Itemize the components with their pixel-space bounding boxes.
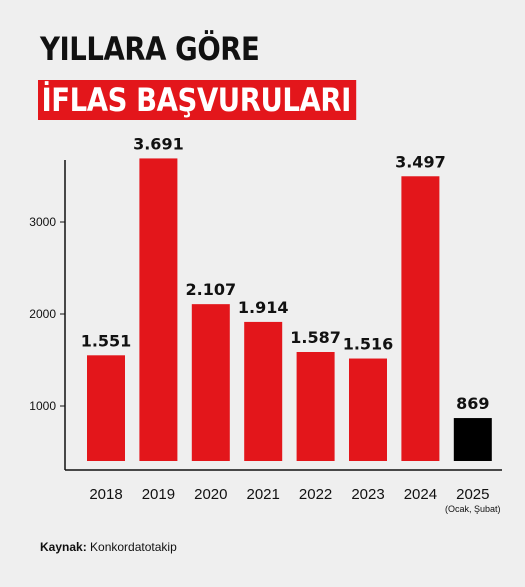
- x-tick-note: (Ocak, Şubat): [445, 504, 501, 514]
- x-tick-label: 2023: [351, 486, 384, 503]
- data-label: 2.107: [185, 280, 236, 299]
- source-note: Kaynak: Konkordatotakip: [40, 540, 177, 554]
- source-label: Kaynak:: [40, 540, 87, 554]
- data-label: 1.587: [290, 328, 341, 347]
- bar: [244, 321, 283, 461]
- x-tick-label: 2025: [456, 486, 489, 503]
- bar: [87, 355, 125, 461]
- y-tick-label: 2000: [29, 307, 56, 321]
- y-tick-label: 3000: [29, 215, 56, 229]
- data-label: 3.497: [395, 152, 446, 171]
- data-label: 3.691: [133, 134, 184, 153]
- data-label: 869: [456, 394, 489, 413]
- chart-title-line2: İFLAS BAŞVURULARI: [38, 80, 357, 120]
- x-tick-label: 2018: [89, 486, 122, 503]
- chart-title-line1: YILLARA GÖRE: [40, 30, 260, 68]
- x-tick-label: 2020: [194, 486, 227, 503]
- data-label: 1.551: [81, 331, 132, 350]
- x-tick-label: 2022: [299, 486, 332, 503]
- bar: [296, 351, 335, 461]
- x-tick-label: 2021: [247, 486, 280, 503]
- bar: [453, 418, 492, 461]
- data-label: 1.516: [343, 335, 394, 354]
- bar: [191, 304, 230, 461]
- source-value: Konkordatotakip: [90, 540, 177, 554]
- x-tick-label: 2019: [142, 486, 175, 503]
- data-label: 1.914: [238, 298, 289, 317]
- y-tick-label: 1000: [29, 399, 56, 413]
- bar: [349, 358, 387, 461]
- bar: [139, 158, 178, 462]
- bar: [401, 176, 440, 461]
- x-tick-label: 2024: [404, 486, 437, 503]
